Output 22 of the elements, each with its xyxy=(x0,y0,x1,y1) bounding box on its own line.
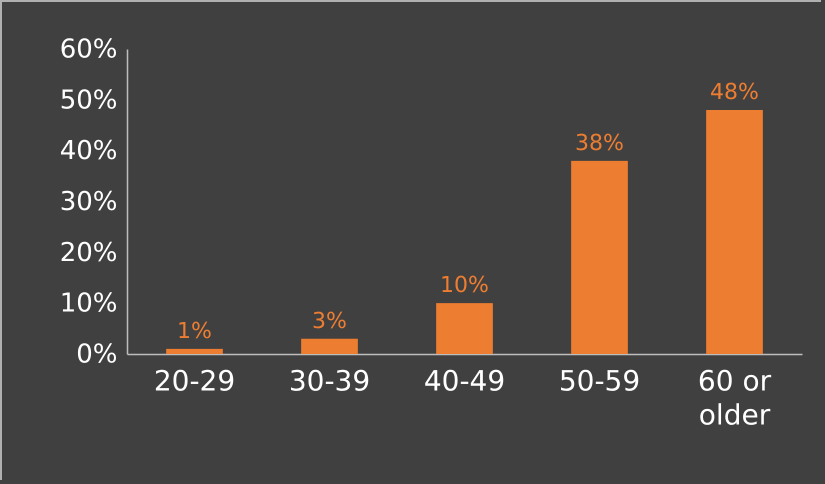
x-tick-label: 50-59 xyxy=(558,364,640,398)
x-tick-label: 60 or older xyxy=(698,364,772,432)
y-tick-label: 10% xyxy=(60,288,118,319)
x-tick-label: 30-39 xyxy=(288,364,370,398)
y-tick-label: 50% xyxy=(60,85,118,116)
bar xyxy=(571,160,628,354)
bar xyxy=(166,348,223,354)
bar xyxy=(706,110,763,354)
data-label: 1% xyxy=(177,318,212,344)
y-tick-label: 40% xyxy=(60,136,118,166)
bar xyxy=(436,303,493,354)
data-label: 3% xyxy=(312,308,347,334)
data-label: 10% xyxy=(440,273,489,298)
x-tick-label: 40-49 xyxy=(424,364,506,398)
y-tick-label: 20% xyxy=(60,238,118,268)
y-tick-label: 30% xyxy=(60,187,118,217)
y-tick-label: 0% xyxy=(76,340,118,370)
bar xyxy=(301,338,358,354)
y-tick-label: 60% xyxy=(60,34,118,64)
data-label: 48% xyxy=(710,80,759,105)
x-tick-label: 20-29 xyxy=(154,364,236,398)
data-label: 38% xyxy=(575,130,624,156)
